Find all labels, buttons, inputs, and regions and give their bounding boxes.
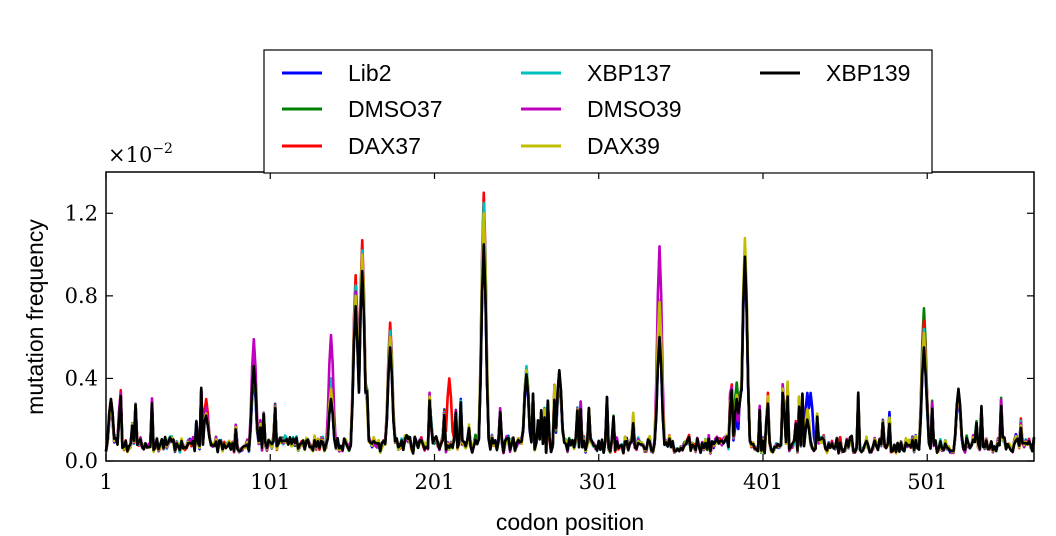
legend-label: DMSO37 <box>348 96 443 122</box>
y-axis-label: mutation frequency <box>22 219 48 415</box>
legend-box <box>263 49 933 174</box>
y-tick-label: 0.8 <box>65 284 98 308</box>
legend-label: Lib2 <box>348 60 391 86</box>
y-tick-label: 0.4 <box>65 366 98 390</box>
y-multiplier-base: ×10 <box>108 143 152 167</box>
x-tick-label: 301 <box>579 470 619 494</box>
y-multiplier-exponent: −2 <box>152 141 173 157</box>
x-tick-label: 401 <box>743 470 783 494</box>
y-tick-label: 1.2 <box>65 201 98 225</box>
legend-label: XBP139 <box>826 60 910 86</box>
x-tick-label: 1 <box>99 470 112 494</box>
legend-label: DAX39 <box>587 133 660 159</box>
legend-label: DAX37 <box>348 133 421 159</box>
legend-label: XBP137 <box>587 60 671 86</box>
x-tick-label: 501 <box>907 470 947 494</box>
x-tick-label: 101 <box>250 470 290 494</box>
legend-label: DMSO39 <box>587 96 682 122</box>
x-axis-label: codon position <box>496 509 644 535</box>
legend: Lib2 DMSO37 DAX37 XBP137 DMSO39 DAX39 XBP139 <box>263 49 933 174</box>
y-tick-label: 0.0 <box>65 449 98 473</box>
axes: 1 101 201 301 401 501 0.0 0.4 0.8 1.2 <box>65 172 1034 494</box>
y-multiplier-label: ×10−2 <box>108 141 173 167</box>
series-line-xbp139 <box>104 242 1036 455</box>
series-layer <box>104 191 1036 455</box>
x-tick-label: 201 <box>414 470 454 494</box>
